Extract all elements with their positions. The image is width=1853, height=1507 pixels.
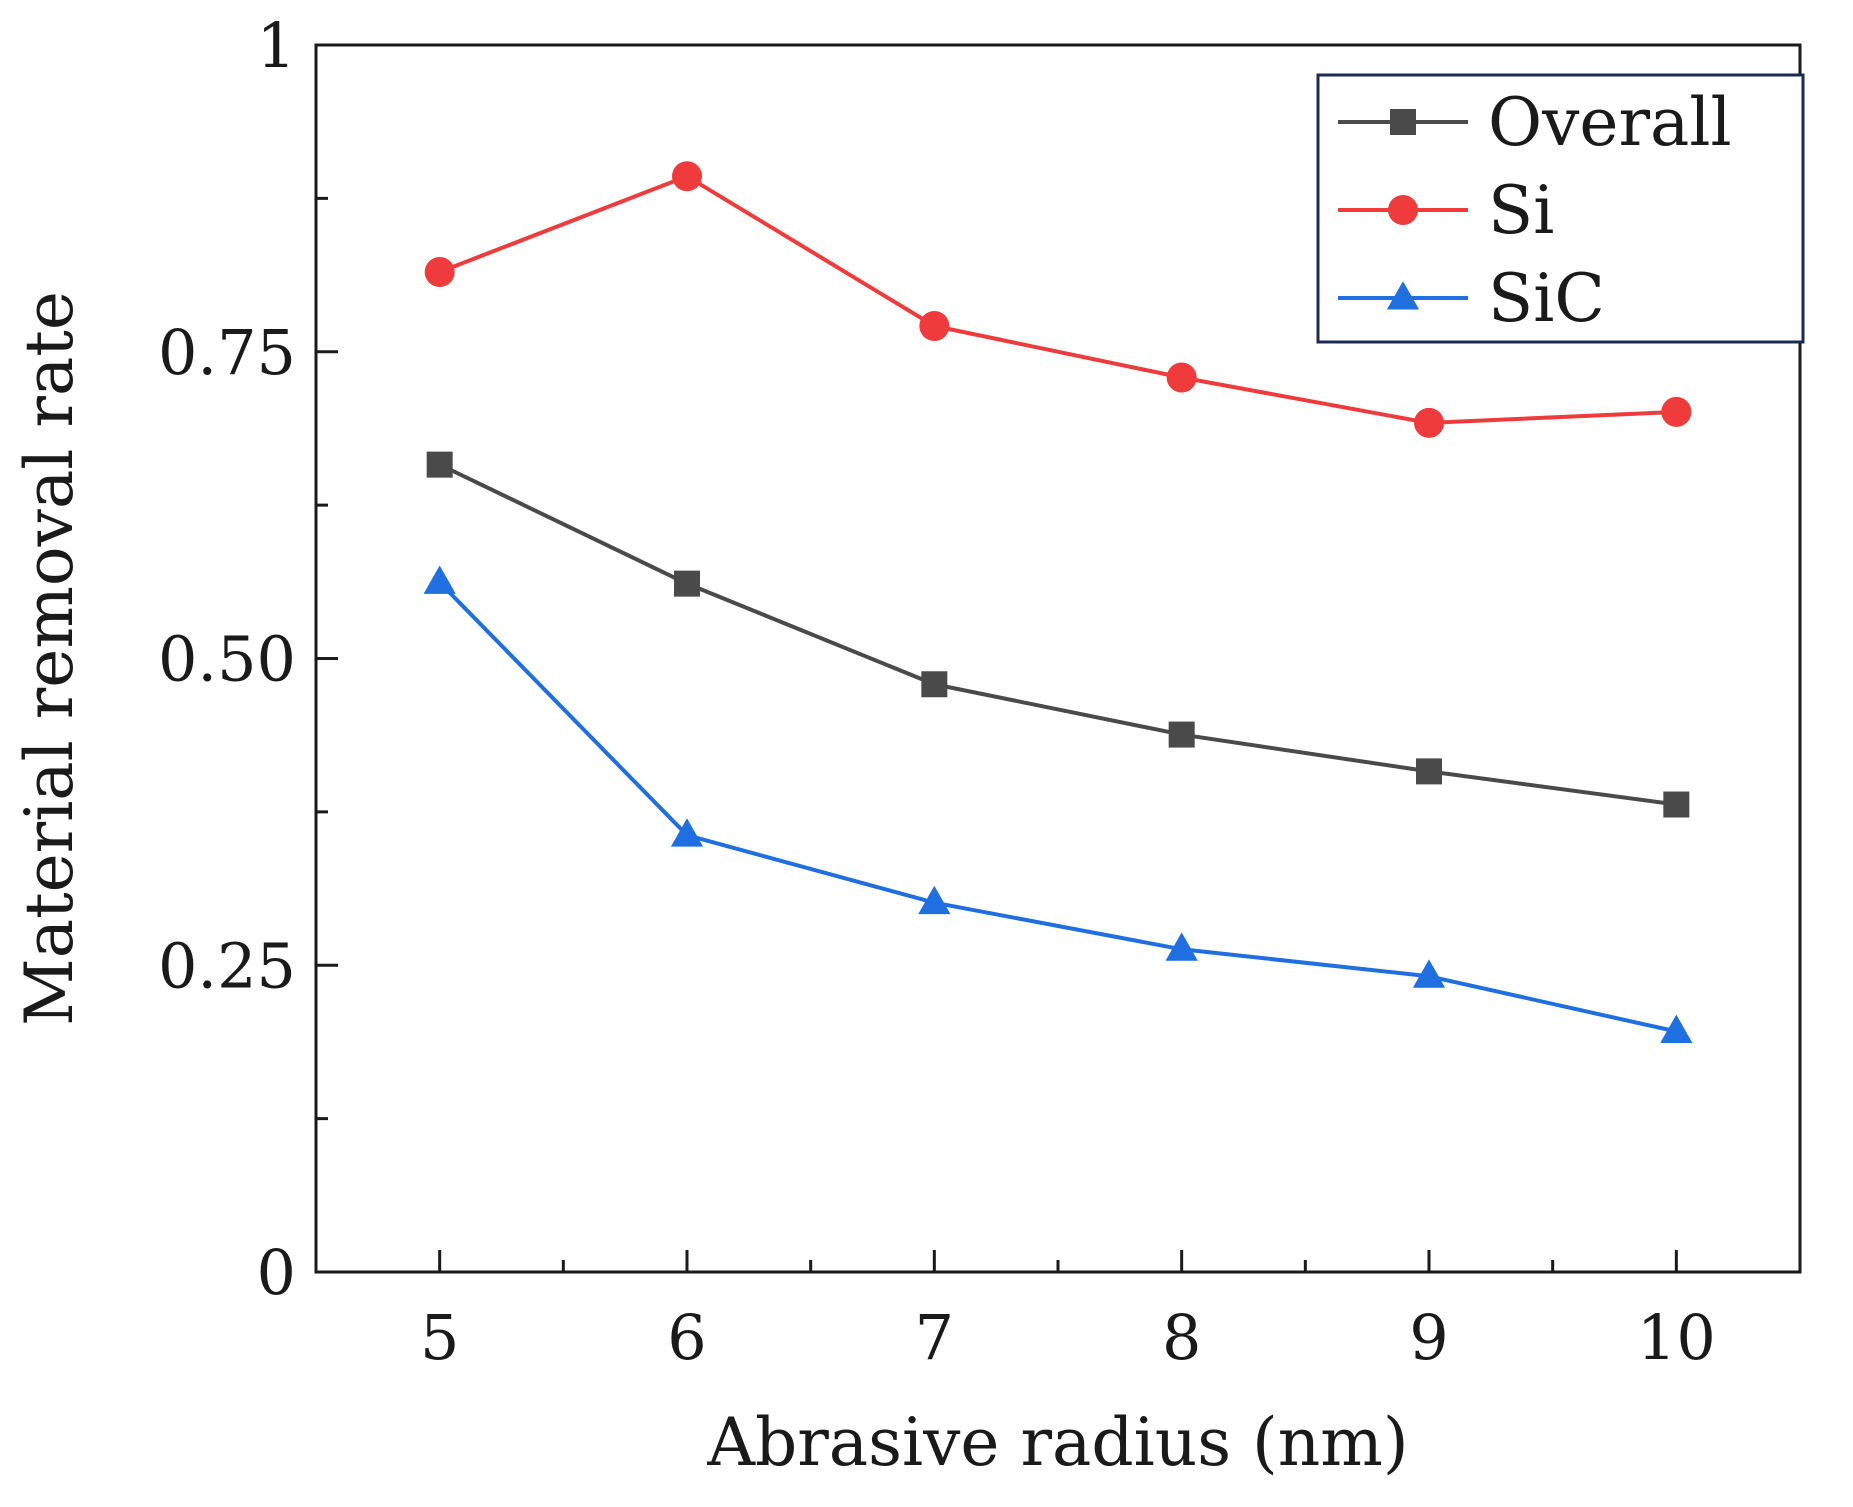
data-point-si [1661, 396, 1692, 427]
y-tick-label: 0 [257, 1236, 296, 1309]
series-line-overall [438, 462, 1677, 807]
data-point-overall [426, 451, 453, 478]
data-point-overall [921, 671, 948, 698]
x-tick-label: 7 [915, 1301, 954, 1374]
data-point-sic [1165, 932, 1198, 961]
data-point-si [1414, 407, 1444, 438]
x-tick-label: 6 [667, 1301, 706, 1374]
data-point-overall [1663, 791, 1690, 818]
y-tick-label: 1 [257, 9, 296, 82]
legend-marker-overall [1390, 109, 1416, 135]
series-line-sic [438, 581, 1677, 1034]
data-point-si [1166, 362, 1197, 393]
x-tick-label: 5 [420, 1301, 459, 1374]
ticks-layer: 0 0.25 0.50 0.75 1 5 6 7 8 9 10 [158, 9, 1716, 1374]
y-tick-label: 0.25 [158, 929, 296, 1002]
data-point-sic [1412, 959, 1446, 988]
y-tick-label: 0.75 [158, 316, 296, 389]
x-tick-label: 10 [1637, 1301, 1716, 1374]
legend-marker-si [1388, 195, 1418, 225]
data-point-sic [1660, 1014, 1693, 1043]
data-point-sic [423, 565, 456, 594]
legend-marker-sic [1386, 281, 1420, 310]
legend-label-sic: SiC [1488, 260, 1605, 337]
plot-frame [314, 43, 1802, 1274]
y-axis-title: Material removal rate [11, 291, 88, 1026]
data-point-sic [918, 885, 951, 915]
legend-label-overall: Overall [1488, 84, 1732, 161]
series-sic [423, 565, 1693, 1043]
series-line-si [438, 174, 1677, 425]
series-layer [423, 161, 1693, 1043]
legend: Overall Si SiC [1316, 73, 1805, 344]
data-point-sic [670, 818, 704, 847]
legend-label-si: Si [1488, 172, 1554, 249]
data-point-overall [674, 570, 700, 597]
y-tick-label: 0.50 [158, 623, 296, 696]
x-axis-title: Abrasive radius (nm) [706, 1404, 1408, 1481]
data-point-overall [1168, 721, 1195, 748]
x-tick-label: 8 [1162, 1301, 1201, 1374]
series-overall [426, 451, 1690, 818]
series-si [424, 161, 1692, 438]
data-point-si [919, 310, 950, 341]
data-point-overall [1416, 758, 1442, 785]
data-point-si [672, 161, 702, 192]
data-point-si [424, 256, 455, 287]
x-tick-label: 9 [1409, 1301, 1448, 1374]
